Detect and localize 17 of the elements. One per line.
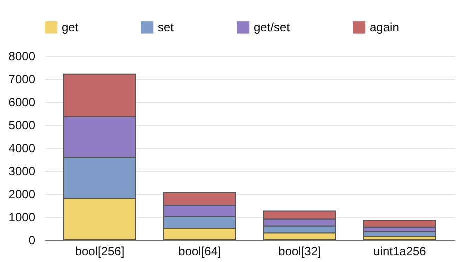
x-tick-label: bool[64] xyxy=(178,244,222,258)
x-tick-label: bool[32] xyxy=(278,244,322,258)
y-tick-label: 3000 xyxy=(8,164,36,178)
legend-label: again xyxy=(370,20,400,35)
x-tick-label: bool[256] xyxy=(75,244,125,258)
legend-label: set xyxy=(158,20,175,35)
y-tick-label: 6000 xyxy=(8,96,36,110)
y-tick-label: 2000 xyxy=(8,188,36,202)
x-tick-label: uint1a256 xyxy=(374,244,427,258)
y-tick-label: 1000 xyxy=(8,210,36,224)
y-tick-label: 7000 xyxy=(8,72,36,86)
y-tick-label: 8000 xyxy=(8,50,36,64)
legend-label: get/set xyxy=(254,20,291,35)
y-tick-label: 4000 xyxy=(8,142,36,156)
y-tick-label: 0 xyxy=(28,234,36,248)
legend-label: get xyxy=(62,20,80,35)
y-tick-label: 5000 xyxy=(8,118,36,132)
